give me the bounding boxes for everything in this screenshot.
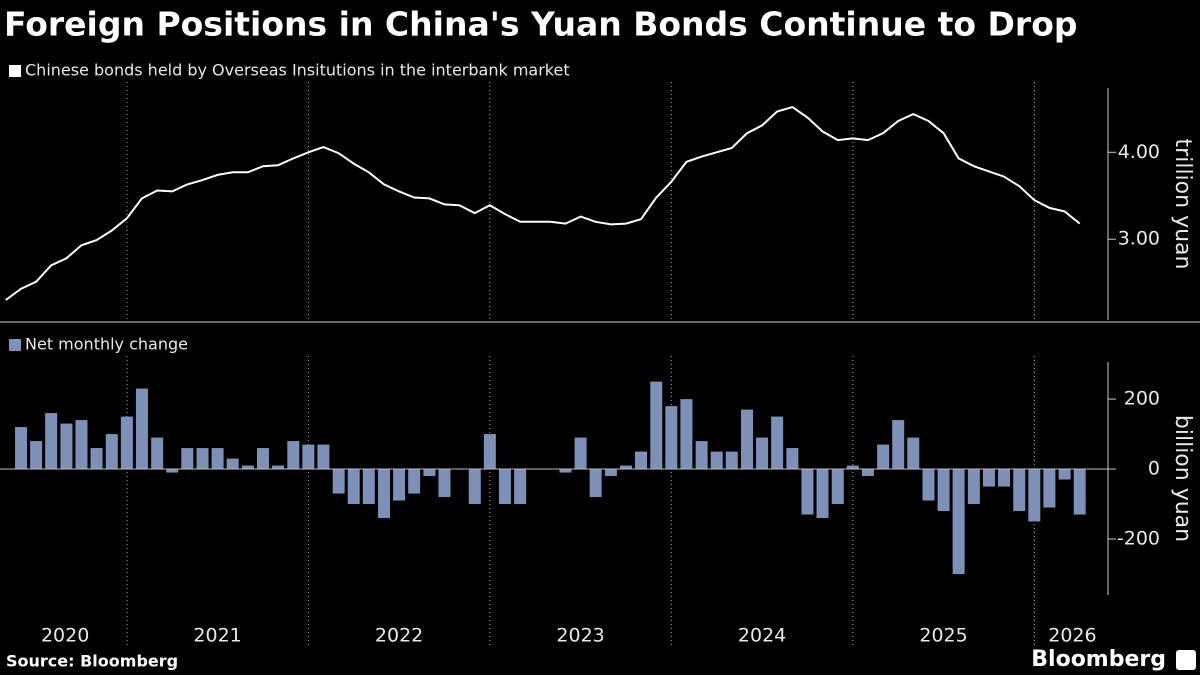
bar — [1028, 469, 1041, 522]
bar — [604, 469, 617, 477]
bar — [831, 469, 844, 505]
bar — [1043, 469, 1056, 508]
bar — [574, 437, 587, 470]
bar — [256, 448, 269, 470]
bar — [105, 434, 118, 470]
bar — [287, 441, 300, 470]
source: Source: Bloomberg — [6, 652, 178, 671]
bar — [846, 465, 859, 470]
bar — [226, 458, 239, 470]
bar — [1013, 469, 1026, 512]
logo: Bloomberg — [1031, 647, 1166, 672]
bar — [45, 413, 58, 470]
x-tick-label: 2025 — [919, 625, 967, 647]
bar — [952, 469, 965, 575]
bar — [892, 420, 905, 470]
bar — [998, 469, 1011, 487]
x-tick-label: 2021 — [193, 625, 241, 647]
legend-swatch — [9, 339, 21, 351]
bar — [75, 420, 88, 470]
bar — [347, 469, 360, 505]
bar — [650, 381, 663, 470]
y-tick-label: -200 — [1117, 528, 1160, 550]
bar — [756, 437, 769, 470]
legend-label: Net monthly change — [25, 335, 188, 354]
bar — [362, 469, 375, 505]
bar — [211, 448, 224, 470]
bar — [589, 469, 602, 498]
bar — [861, 469, 874, 477]
legend-label: Chinese bonds held by Overseas Insitutio… — [25, 61, 570, 80]
bar — [619, 465, 632, 470]
bar — [907, 437, 920, 470]
bar — [982, 469, 995, 487]
y-tick-label: 3.00 — [1118, 228, 1160, 250]
bar — [166, 469, 179, 473]
bar — [302, 444, 315, 470]
x-tick-label: 2026 — [1048, 625, 1096, 647]
bar — [378, 469, 391, 519]
bar — [272, 465, 285, 470]
bar — [15, 427, 28, 470]
bar — [332, 469, 345, 494]
x-tick-label: 2024 — [738, 625, 786, 647]
x-tick-label: 2020 — [41, 625, 89, 647]
bar — [30, 441, 43, 470]
bar — [801, 469, 814, 515]
bar — [135, 388, 148, 470]
bar — [241, 465, 254, 470]
line-series — [5, 106, 1081, 301]
logo-icon — [1176, 650, 1196, 670]
bar — [408, 469, 421, 494]
bar — [151, 437, 164, 470]
x-tick-label: 2022 — [375, 625, 423, 647]
bar — [877, 444, 890, 470]
bar — [90, 448, 103, 470]
y-axis-title: trillion yuan — [1170, 139, 1195, 270]
bar — [771, 416, 784, 470]
bar — [937, 469, 950, 512]
bar — [725, 451, 738, 470]
bar — [498, 469, 511, 505]
bar — [483, 434, 496, 470]
bar — [468, 469, 481, 505]
bar — [559, 469, 572, 473]
bar — [710, 451, 723, 470]
bar — [1058, 469, 1071, 480]
bar — [423, 469, 436, 477]
bar — [393, 469, 406, 501]
bar — [816, 469, 829, 519]
bar — [514, 469, 527, 505]
y-axis-title: billion yuan — [1170, 415, 1195, 542]
x-tick-label: 2023 — [556, 625, 604, 647]
bar — [786, 448, 799, 470]
y-tick-label: 4.00 — [1118, 141, 1160, 163]
bar — [438, 469, 451, 498]
bar — [741, 409, 754, 470]
bar — [196, 448, 209, 470]
bar — [120, 416, 133, 470]
bar — [1073, 469, 1086, 515]
y-tick-label: 200 — [1124, 388, 1160, 410]
bar — [922, 469, 935, 501]
bar — [181, 448, 194, 470]
bar — [665, 406, 678, 470]
bar — [695, 441, 708, 470]
y-tick-label: 0 — [1148, 458, 1160, 480]
bar — [635, 451, 648, 470]
bar — [317, 444, 330, 470]
bar — [680, 399, 693, 470]
bar — [967, 469, 980, 505]
legend-swatch — [9, 65, 21, 77]
chart-title: Foreign Positions in China's Yuan Bonds … — [4, 5, 1077, 44]
bar — [60, 423, 73, 470]
